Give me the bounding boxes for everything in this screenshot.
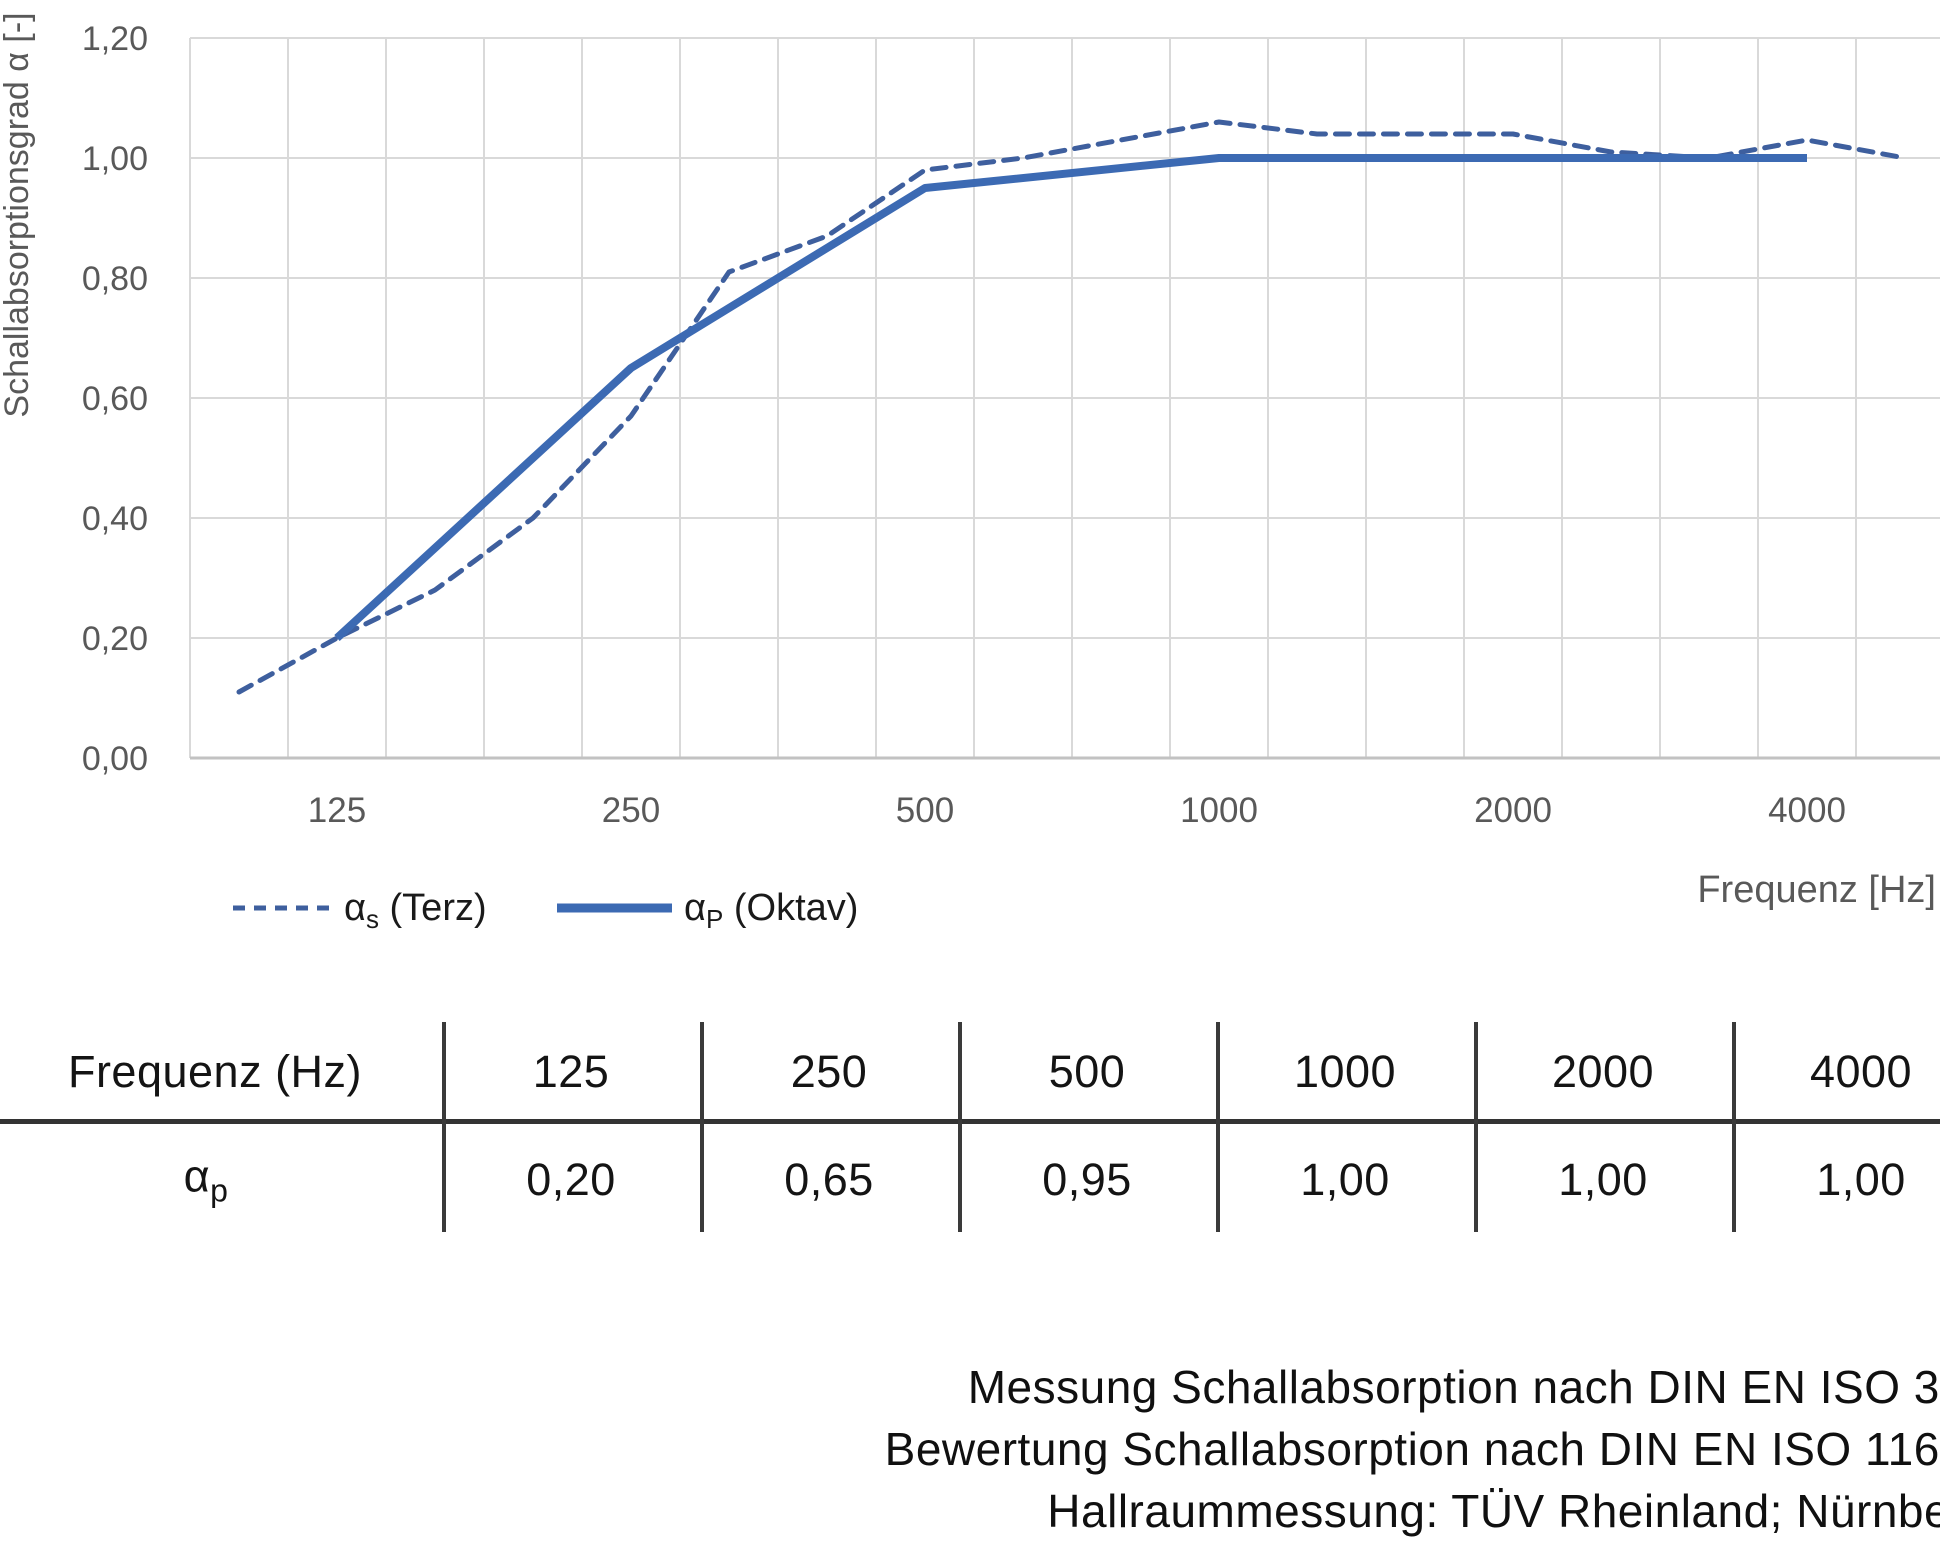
y-tick-label: 0,00: [82, 740, 148, 778]
legend-terz-label: αs (Terz): [344, 887, 487, 934]
y-tick-label: 0,40: [82, 500, 148, 538]
legend-oktav-label: αP (Oktav): [684, 887, 858, 934]
table-value: 0,95: [1042, 1154, 1132, 1205]
table-value: 0,65: [784, 1154, 874, 1205]
table-column-divider: [442, 1022, 446, 1232]
footer-notes: Messung Schallabsorption nach DIN EN ISO…: [0, 1356, 1940, 1542]
absorption-chart: 1,20 1,00 0,80 0,60 0,40 0,20 0,00 125 250 500 100…: [0, 12, 1940, 934]
table-column-divider: [1474, 1022, 1478, 1232]
y-tick-label: 0,20: [82, 620, 148, 658]
x-tick-label: 500: [896, 791, 954, 830]
table-column-header: 1000: [1293, 1046, 1397, 1097]
table-column-header: 4000: [1809, 1046, 1913, 1097]
y-tick-label: 1,20: [82, 20, 148, 58]
x-tick-label: 1000: [1180, 791, 1258, 830]
table-column-divider: [700, 1022, 704, 1232]
table-column-header: 125: [532, 1046, 610, 1097]
x-tick-label: 2000: [1474, 791, 1552, 830]
x-axis-title: Frequenz [Hz]: [1697, 869, 1936, 911]
table-value: 1,00: [1558, 1154, 1648, 1205]
footer-line-2: Bewertung Schallabsorption nach DIN EN I…: [884, 1423, 1940, 1475]
table-header-frequency: Frequenz (Hz): [67, 1046, 363, 1097]
absorption-table: Frequenz (Hz) αp 125 250 500 1000 2000 4000 0,20…: [0, 1020, 1940, 1235]
table-header-divider: [0, 1119, 1940, 1124]
table-column-header: 500: [1048, 1046, 1126, 1097]
table-value: 1,00: [1300, 1154, 1390, 1205]
footer-line-1: Messung Schallabsorption nach DIN EN ISO…: [967, 1361, 1940, 1413]
table-column-divider: [1216, 1022, 1220, 1232]
table-column-header: 250: [790, 1046, 868, 1097]
x-tick-label: 125: [308, 791, 366, 830]
y-tick-label: 0,60: [82, 380, 148, 418]
table-value: 0,20: [526, 1154, 616, 1205]
footer-line-3: Hallraummessung: TÜV Rheinland; Nürnberg: [1047, 1485, 1940, 1537]
table-column-header: 2000: [1551, 1046, 1655, 1097]
table-value: 1,00: [1816, 1154, 1906, 1205]
table-row-label-alpha-p: αp: [183, 1150, 229, 1209]
table-column-divider: [1732, 1022, 1736, 1232]
y-axis-title: Schallabsorptionsgrad α [-]: [0, 12, 36, 417]
x-tick-label: 4000: [1768, 791, 1846, 830]
series-alpha-s-terz: [236, 119, 1908, 695]
y-tick-label: 0,80: [82, 260, 148, 298]
x-tick-label: 250: [602, 791, 660, 830]
y-tick-label: 1,00: [82, 140, 148, 178]
table-column-divider: [958, 1022, 962, 1232]
series-alpha-p-oktav: [334, 154, 1807, 641]
